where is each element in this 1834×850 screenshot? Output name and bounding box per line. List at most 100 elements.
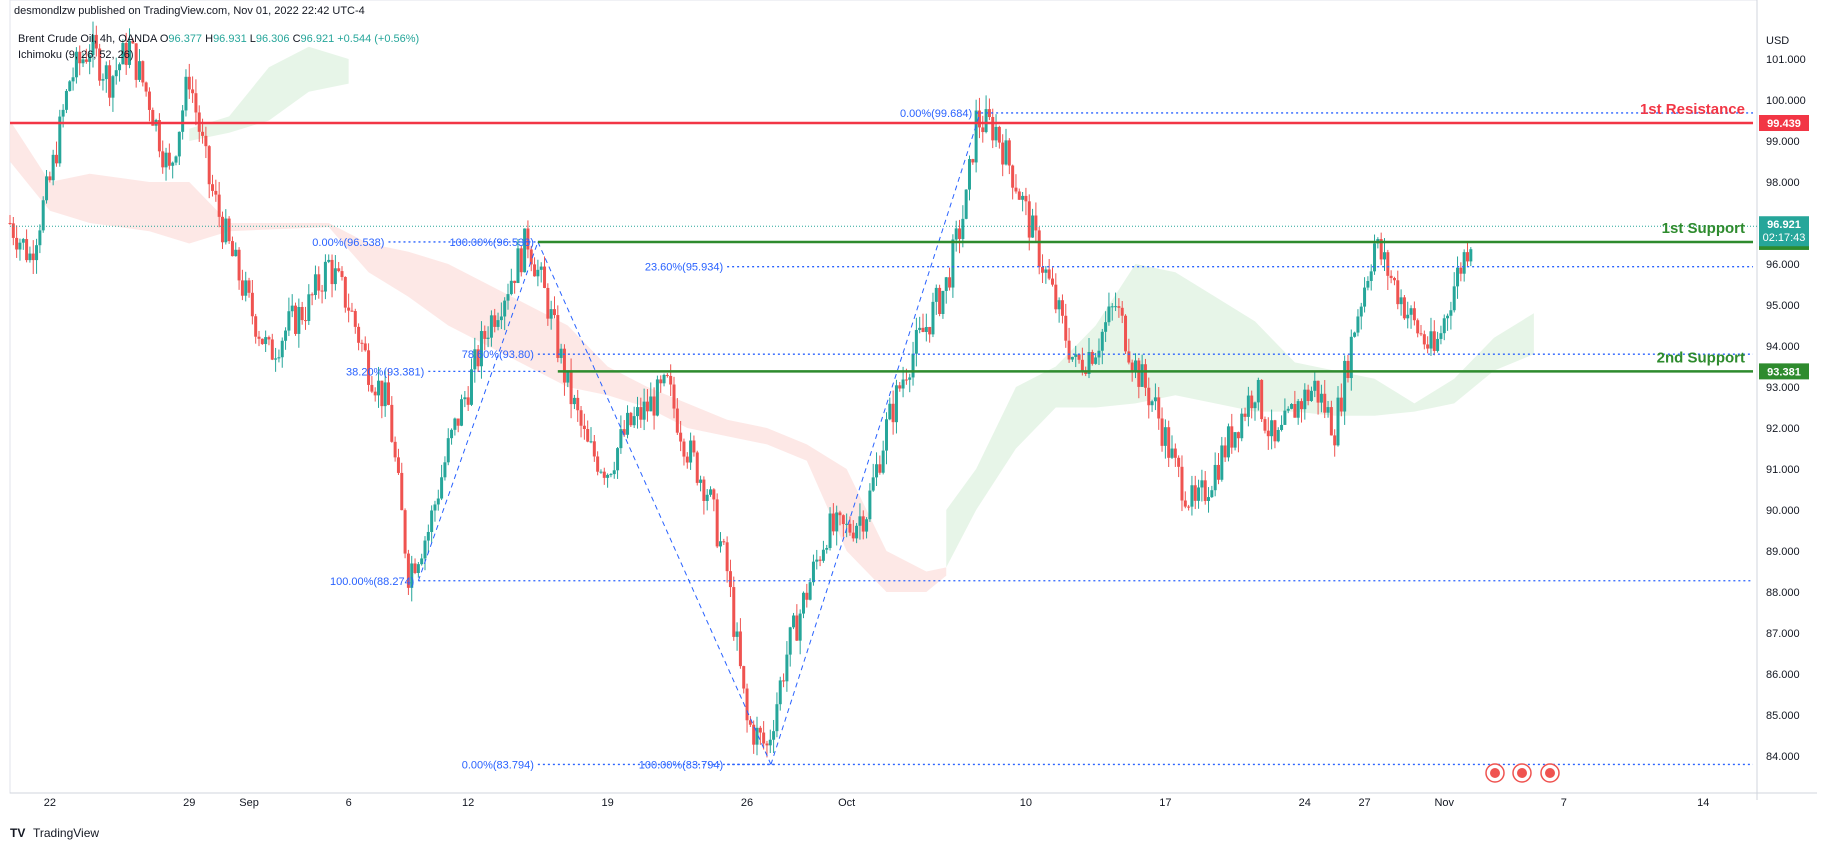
price-tick-label: 91.000 (1766, 464, 1800, 476)
candle-body (164, 152, 168, 168)
candle-body (1313, 380, 1317, 391)
candle-body (1446, 315, 1450, 319)
candle-body (443, 462, 447, 478)
candle-body (1193, 485, 1197, 501)
candle-body (1412, 308, 1416, 321)
price-tick-label: 98.000 (1766, 177, 1800, 189)
candle-body (811, 561, 815, 583)
candle-body (765, 743, 769, 746)
candle-body (101, 79, 105, 81)
candle-body (662, 374, 666, 384)
cloud-bearish (10, 120, 947, 592)
candle-body (506, 294, 510, 301)
candle-body (1021, 195, 1025, 200)
candle-body (1296, 401, 1300, 418)
candle-body (1014, 187, 1018, 192)
candle-body (330, 259, 334, 285)
candle-body (838, 512, 842, 516)
price-tick-label: 96.000 (1766, 259, 1800, 271)
candle-body (503, 300, 507, 317)
candle-body (240, 280, 244, 296)
candle-body (626, 412, 630, 435)
candle-body (1326, 407, 1330, 413)
candle-body (977, 110, 981, 128)
candle-body (187, 76, 191, 90)
candle-body (11, 223, 15, 238)
candle-body (363, 343, 367, 351)
candle-body (792, 615, 796, 628)
price-tick-label: 89.000 (1766, 546, 1800, 558)
candle-body (1233, 432, 1237, 448)
candle-body (1220, 445, 1224, 480)
plot-area[interactable] (9, 0, 1758, 794)
candle-body (137, 61, 141, 80)
candle-body (944, 277, 948, 291)
candle-body (38, 230, 42, 246)
indicator-label[interactable]: Ichimoku (9, 26, 52, 26) (18, 49, 134, 61)
fib-connector-line[interactable] (770, 112, 981, 765)
candle-body (21, 239, 25, 243)
candle-body (1024, 195, 1028, 202)
candle-body (1190, 485, 1194, 507)
candle-body (1140, 364, 1144, 387)
candle-body (74, 51, 78, 78)
candle-body (592, 441, 596, 457)
candle-body (220, 216, 224, 243)
candle-body (884, 419, 888, 451)
price-axis: 84.000 85.000 86.000 87.000 88.000 89.000 90.0… (1766, 54, 1806, 763)
candle-body (948, 277, 952, 288)
time-tick-label: 10 (1020, 797, 1032, 809)
candle-body (1203, 480, 1207, 501)
candle-body (1236, 432, 1240, 439)
candle-body (446, 438, 450, 463)
candle-body (1077, 354, 1081, 360)
candle-body (1007, 140, 1011, 166)
candle-body (1200, 480, 1204, 488)
candle-body (1416, 320, 1420, 334)
candle-body (1436, 338, 1440, 351)
candle-body (489, 315, 493, 338)
candle-body (1054, 284, 1058, 310)
candle-body (689, 440, 693, 463)
candle-body (762, 732, 766, 744)
candle-body (705, 494, 709, 501)
candle-body (1153, 397, 1157, 402)
candle-body (1256, 379, 1260, 403)
candle-body (682, 441, 686, 457)
candle-body (559, 348, 563, 358)
candle-body (267, 337, 271, 340)
candle-body (516, 248, 520, 283)
candle-body (473, 349, 477, 370)
candle-body (181, 110, 185, 132)
time-tick-label: 12 (462, 797, 474, 809)
candle-body (745, 688, 749, 721)
candle-body (702, 479, 706, 501)
candle-body (214, 190, 218, 195)
fib-connector-line[interactable] (417, 241, 539, 581)
candle-body (1389, 275, 1393, 279)
candle-body (204, 135, 208, 147)
candle-body (393, 441, 397, 458)
support-price-tag-text: 93.381 (1767, 366, 1801, 378)
candle-body (828, 513, 832, 548)
candle-body (1147, 387, 1151, 406)
candle-body (270, 339, 274, 360)
price-tick-label: 88.000 (1766, 587, 1800, 599)
candle-body (1329, 407, 1333, 436)
candle-body (310, 294, 314, 296)
candle-body (931, 301, 935, 335)
candle-body (1353, 332, 1357, 337)
support-label: 1st Support (1662, 220, 1745, 237)
candle-body (333, 268, 337, 285)
candle-body (386, 382, 390, 405)
candle-body (313, 274, 317, 296)
candle-body (728, 571, 732, 588)
candle-body (1213, 464, 1217, 491)
candle-body (848, 523, 852, 533)
candle-body (1396, 280, 1400, 305)
candle-body (974, 110, 978, 163)
time-tick-label: 27 (1358, 797, 1370, 809)
candle-body (91, 34, 95, 56)
candle-body (174, 156, 178, 163)
